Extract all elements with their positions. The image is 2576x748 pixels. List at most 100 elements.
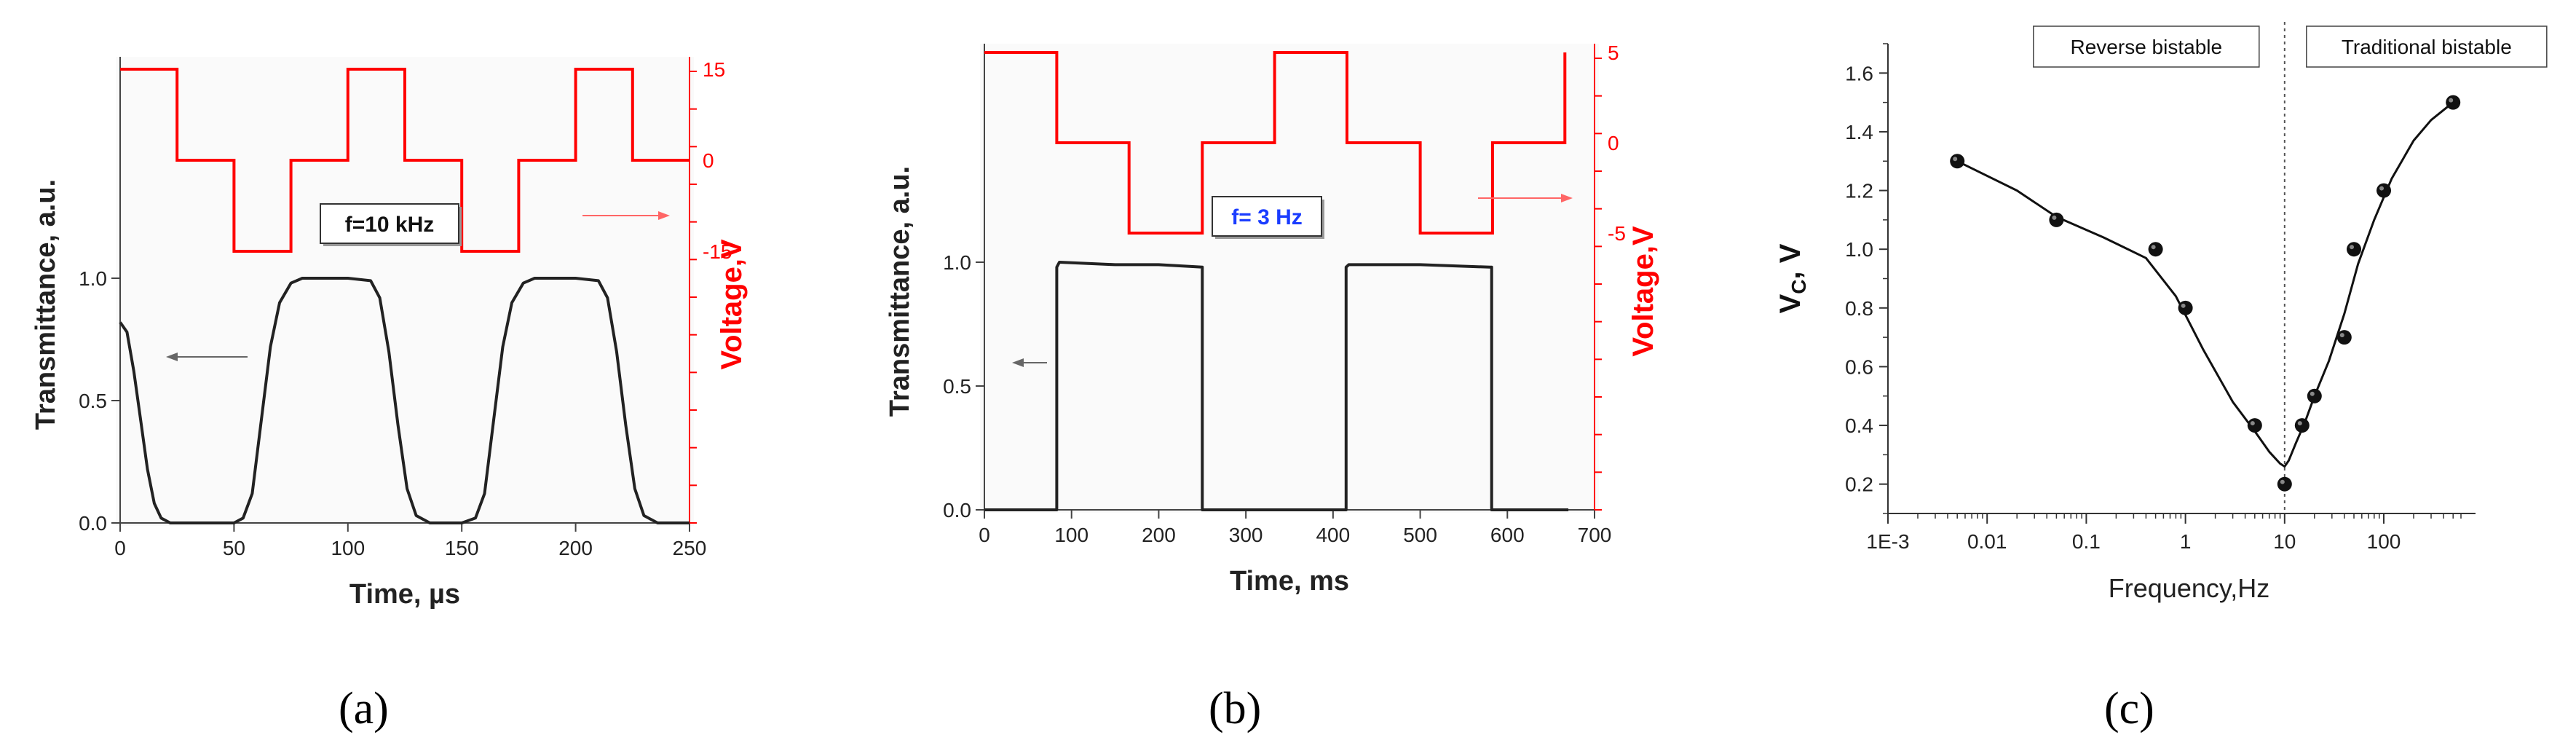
data-point-highlight [2379,186,2385,191]
panel-label-c: (c) [2104,684,2154,733]
annotation-text: f= 3 Hz [1231,205,1303,229]
data-point-highlight [2181,303,2186,308]
panel-label-a: (a) [339,684,389,733]
data-point-highlight [2250,421,2255,426]
left-arrow-head [1012,358,1024,367]
y-tick-label: 1.0 [943,251,971,274]
frequency-annotation: f=10 kHz [320,203,462,246]
right-arrow-head [1561,194,1573,202]
reverse-bistable-box [2033,25,2260,68]
data-point-highlight [2350,245,2355,250]
right-tick-label: -15 [703,240,732,263]
data-point [2377,183,2392,198]
data-point-highlight [2151,245,2156,250]
x-tick-label: 10 [2273,530,2296,553]
y-axis-label: VC, V [1774,243,1810,313]
right-tick-label: 15 [703,58,725,81]
x-tick-label: 250 [673,537,707,559]
y-axis-label: Transmittance, a.u. [885,166,915,417]
x-tick-label: 100 [331,537,365,559]
y-tick-label: 0.6 [1845,355,1873,378]
y-label-unit: , V [1774,243,1806,279]
data-point [2148,242,2163,257]
voltage-series [984,51,1567,235]
data-point [2247,418,2262,433]
x-tick-label: 1E-3 [1866,530,1909,553]
y-axis-label: Transmittance, a.u. [31,179,61,430]
y-tick-label: 1.4 [1845,121,1873,143]
data-point [2347,242,2362,257]
plot-area [980,44,1599,513]
data-point-highlight [2339,333,2344,338]
chart-b-svg: 0 100 200 300 400 500 600 700 0.0 0.5 1.0 5 0 -5 f= 3 … [885,42,1659,597]
fit-curve [1956,101,2454,468]
data-point [2336,330,2352,345]
x-tick-label: 0 [979,524,990,546]
panel-label-b: (b) [1209,684,1262,733]
left-arrow-head [166,353,178,361]
right-axis-label: Voltage,V [1627,226,1659,357]
annotation-text: f=10 kHz [345,213,435,237]
y-label-main: V [1774,294,1806,313]
x-tick-label: 100 [2367,530,2401,553]
right-arrow-head [658,211,670,220]
reverse-bistable-label: Reverse bistable [2071,36,2223,58]
y-tick-label: 1.0 [1845,238,1873,261]
data-point-highlight [2297,421,2302,426]
right-tick-label: 0 [703,149,714,172]
x-tick-label: 0.1 [2072,530,2101,553]
x-tick-label: 100 [1054,524,1089,546]
data-point [2307,388,2322,403]
x-tick-label: 200 [558,537,593,559]
x-tick-label: 300 [1229,524,1263,546]
traditional-bistable-box [2306,25,2548,68]
y-tick-label: 0.5 [79,390,107,412]
chart-c-svg: 0.2 0.4 0.6 0.8 1.0 1.2 1.4 1.6 1E-3 0.01 0.1 1 10 10… [1774,22,2548,603]
y-tick-label: 0.0 [943,499,971,521]
data-point-highlight [1953,157,1958,162]
right-axis-label: Voltage,V [716,239,748,370]
data-point [2178,300,2193,315]
annotation-box [1212,196,1322,237]
x-axis-label: Time, ms [1230,566,1349,597]
x-tick-label: 0 [114,537,126,559]
x-tick-label: 0.01 [1967,530,2007,553]
data-point [2294,418,2310,433]
data-point-highlight [2310,391,2315,396]
x-axis-label: Time, µs [349,579,460,610]
chart-a: 0 50 100 150 200 250 0.0 0.5 1.0 15 0 -15 f=10 kHz Ti… [0,0,757,748]
y-tick-label: 0.2 [1845,473,1873,496]
traditional-bistable-label: Traditional bistable [2342,36,2512,58]
y-tick-label: 0.8 [1845,297,1873,320]
x-tick-label: 50 [223,537,245,559]
data-point [2446,95,2461,110]
frequency-annotation: f= 3 Hz [1212,196,1324,239]
x-axis-label: Frequency,Hz [2109,573,2269,603]
right-tick-label: 5 [1608,42,1619,64]
x-tick-label: 600 [1490,524,1525,546]
y-tick-label: 1.2 [1845,180,1873,202]
right-tick-label: 0 [1608,132,1619,154]
y-label-subscript: C [1787,279,1810,294]
y-tick-label: 1.6 [1845,62,1873,84]
x-tick-label: 400 [1316,524,1350,546]
data-point-highlight [2280,479,2285,484]
data-point [2277,476,2292,492]
y-tick-label: 0.4 [1845,414,1873,437]
y-tick-label: 0.5 [943,375,971,398]
data-point-highlight [2052,215,2057,220]
chart-b: 0 100 200 300 400 500 600 700 0.0 0.5 1.0 5 0 -5 f= 3 … [815,0,1675,748]
x-tick-label: 150 [445,537,479,559]
right-tick-label: -5 [1608,222,1626,245]
y-tick-label: 0.0 [79,512,107,535]
y-tick-label: 1.0 [79,267,107,290]
x-tick-label: 200 [1142,524,1176,546]
annotation-box [320,203,459,244]
x-tick-label: 700 [1578,524,1612,546]
transmittance-series [984,261,1569,511]
x-tick-label: 1 [2180,530,2192,553]
data-point-highlight [2449,98,2454,103]
x-tick-label: 500 [1403,524,1437,546]
chart-c: 0.2 0.4 0.6 0.8 1.0 1.2 1.4 1.6 1E-3 0.01 0.1 1 10 10… [1733,0,2576,748]
